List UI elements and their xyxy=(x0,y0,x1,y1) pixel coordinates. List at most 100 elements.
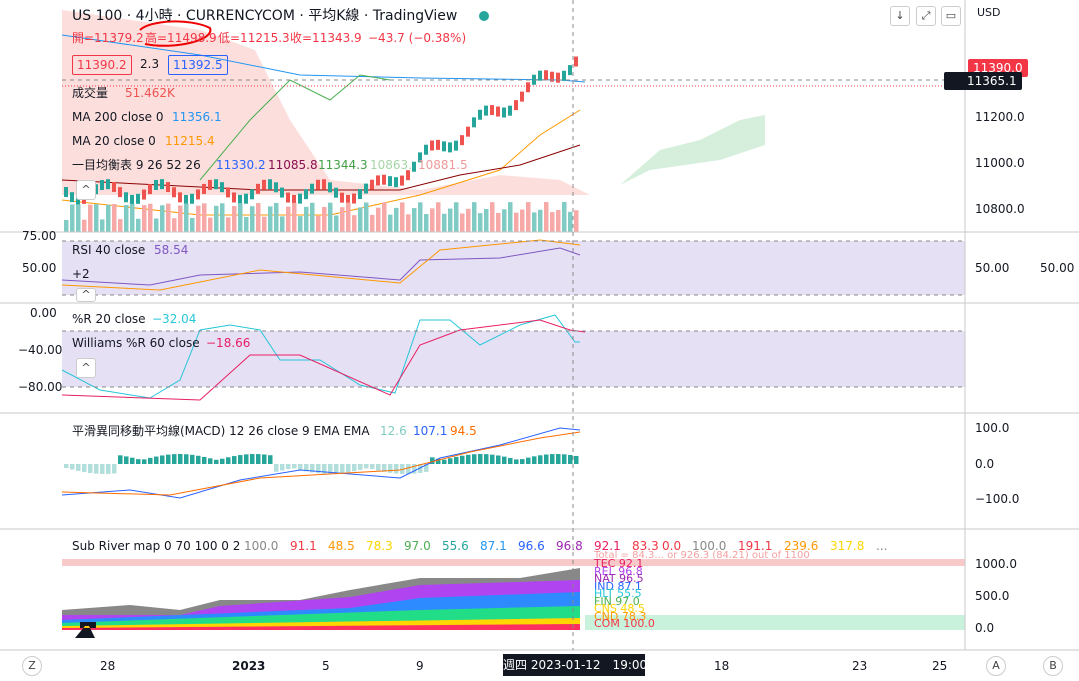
macd-tick: 0.0 xyxy=(975,457,995,471)
decor-bar xyxy=(454,456,459,464)
decor-bar xyxy=(292,202,297,232)
river-value: ... xyxy=(876,539,888,553)
decor-bar xyxy=(118,455,123,464)
decor-bar xyxy=(322,179,326,190)
river-sector: CNS 48.5 xyxy=(594,602,645,615)
decor-bar xyxy=(190,454,195,464)
decor-bar xyxy=(376,207,381,232)
decor-bar xyxy=(178,192,182,203)
decor-bar xyxy=(340,207,345,232)
macd-tick: 100.0 xyxy=(975,421,1010,435)
live-dot xyxy=(479,11,489,21)
rsi-collapse[interactable]: ^ xyxy=(76,288,96,302)
rsi-tick: 50.00 xyxy=(22,261,57,275)
river-sector: IND 87.1 xyxy=(594,579,642,593)
decor-bar xyxy=(412,161,416,172)
decor-bar xyxy=(322,207,327,232)
macd-signal: 94.5 xyxy=(450,424,477,438)
expand-button[interactable]: ⤢ xyxy=(916,6,936,26)
decor-bar xyxy=(436,458,441,464)
x-tick-label: 25 xyxy=(932,659,948,673)
decor-bar xyxy=(370,464,375,470)
a-button[interactable]: A xyxy=(986,656,1006,676)
decor-bar xyxy=(238,203,243,232)
decor-bar xyxy=(496,212,501,232)
rsi-band xyxy=(62,241,965,295)
decor-bar xyxy=(220,203,225,232)
decor-bar xyxy=(532,212,537,232)
decor-bar xyxy=(532,456,537,464)
decor-bar xyxy=(406,214,411,232)
decor-bar xyxy=(364,183,368,194)
rsi-value: 58.54 xyxy=(154,243,189,257)
decor-bar xyxy=(88,204,93,232)
decor-bar xyxy=(400,202,405,232)
decor-bar xyxy=(340,464,345,474)
decor-bar xyxy=(304,464,309,472)
x-tick-label: 9 xyxy=(416,659,424,673)
decor-bar xyxy=(172,218,177,232)
river-value: 48.5 xyxy=(328,539,355,553)
decor-bar xyxy=(292,464,297,469)
decor-bar xyxy=(232,192,236,203)
decor-bar xyxy=(412,208,417,232)
decor-bar xyxy=(406,464,411,474)
wr-band xyxy=(62,331,965,387)
river-value: 78.3 xyxy=(366,539,393,553)
z-button[interactable]: Z xyxy=(22,656,42,676)
bid[interactable]: 11390.2 xyxy=(72,55,132,75)
decor-bar xyxy=(202,203,207,232)
decor-bar xyxy=(430,140,434,151)
down-button[interactable]: ↓ xyxy=(890,6,910,26)
currency[interactable]: USD xyxy=(977,6,1001,19)
decor-bar xyxy=(268,206,273,232)
macd-hist: 12.6 xyxy=(380,424,407,438)
decor-bar xyxy=(574,210,579,232)
decor-bar xyxy=(490,105,494,116)
decor-bar xyxy=(562,454,567,464)
decor-bar xyxy=(418,202,423,232)
decor-bar xyxy=(550,212,555,232)
decor-bar xyxy=(124,456,129,464)
decor-bar xyxy=(334,215,339,232)
decor-bar xyxy=(88,464,93,474)
decor-bar xyxy=(112,464,117,474)
river-value: 91.1 xyxy=(290,539,317,553)
decor-bar xyxy=(526,202,531,232)
decor-bar xyxy=(478,109,482,120)
ask[interactable]: 11392.5 xyxy=(168,55,228,75)
decor-bar xyxy=(508,202,513,232)
decor-bar xyxy=(562,70,566,81)
decor-bar xyxy=(328,464,333,474)
decor-bar xyxy=(466,126,470,137)
decor-bar xyxy=(352,193,356,204)
decor-bar xyxy=(100,219,105,232)
window-button[interactable]: ▭ xyxy=(941,6,961,26)
rsi-label: RSI 40 close xyxy=(72,243,146,257)
price-tick: 10800.0 xyxy=(975,202,1025,216)
wr60 xyxy=(61,319,586,401)
decor-bar xyxy=(418,464,423,473)
volume-label: 成交量 xyxy=(72,86,109,100)
decor-bar xyxy=(496,106,500,117)
decor-bar xyxy=(568,65,572,76)
ichimoku-v3: 10863. xyxy=(370,158,412,172)
decor-bar xyxy=(346,464,351,473)
decor-bar xyxy=(250,454,255,464)
decor-bar xyxy=(436,202,441,232)
collapse-button[interactable]: ^ xyxy=(76,180,96,200)
ichimoku-v1: 11085.8 xyxy=(268,158,318,172)
decor-bar xyxy=(202,456,207,464)
river-tick: 500.0 xyxy=(975,589,1010,603)
rsi-right-label: 50.00 xyxy=(975,261,1010,275)
wr-collapse[interactable]: ^ xyxy=(76,358,96,378)
ichimoku-label: 一目均衡表 9 26 52 26 xyxy=(72,158,201,172)
decor-bar xyxy=(244,454,249,464)
b-button[interactable]: B xyxy=(1043,656,1063,676)
decor-bar xyxy=(370,214,375,232)
decor-bar xyxy=(412,464,417,474)
decor-bar xyxy=(394,177,398,188)
decor-bar xyxy=(484,105,488,116)
decor-bar xyxy=(508,457,513,464)
decor-bar xyxy=(520,209,525,232)
